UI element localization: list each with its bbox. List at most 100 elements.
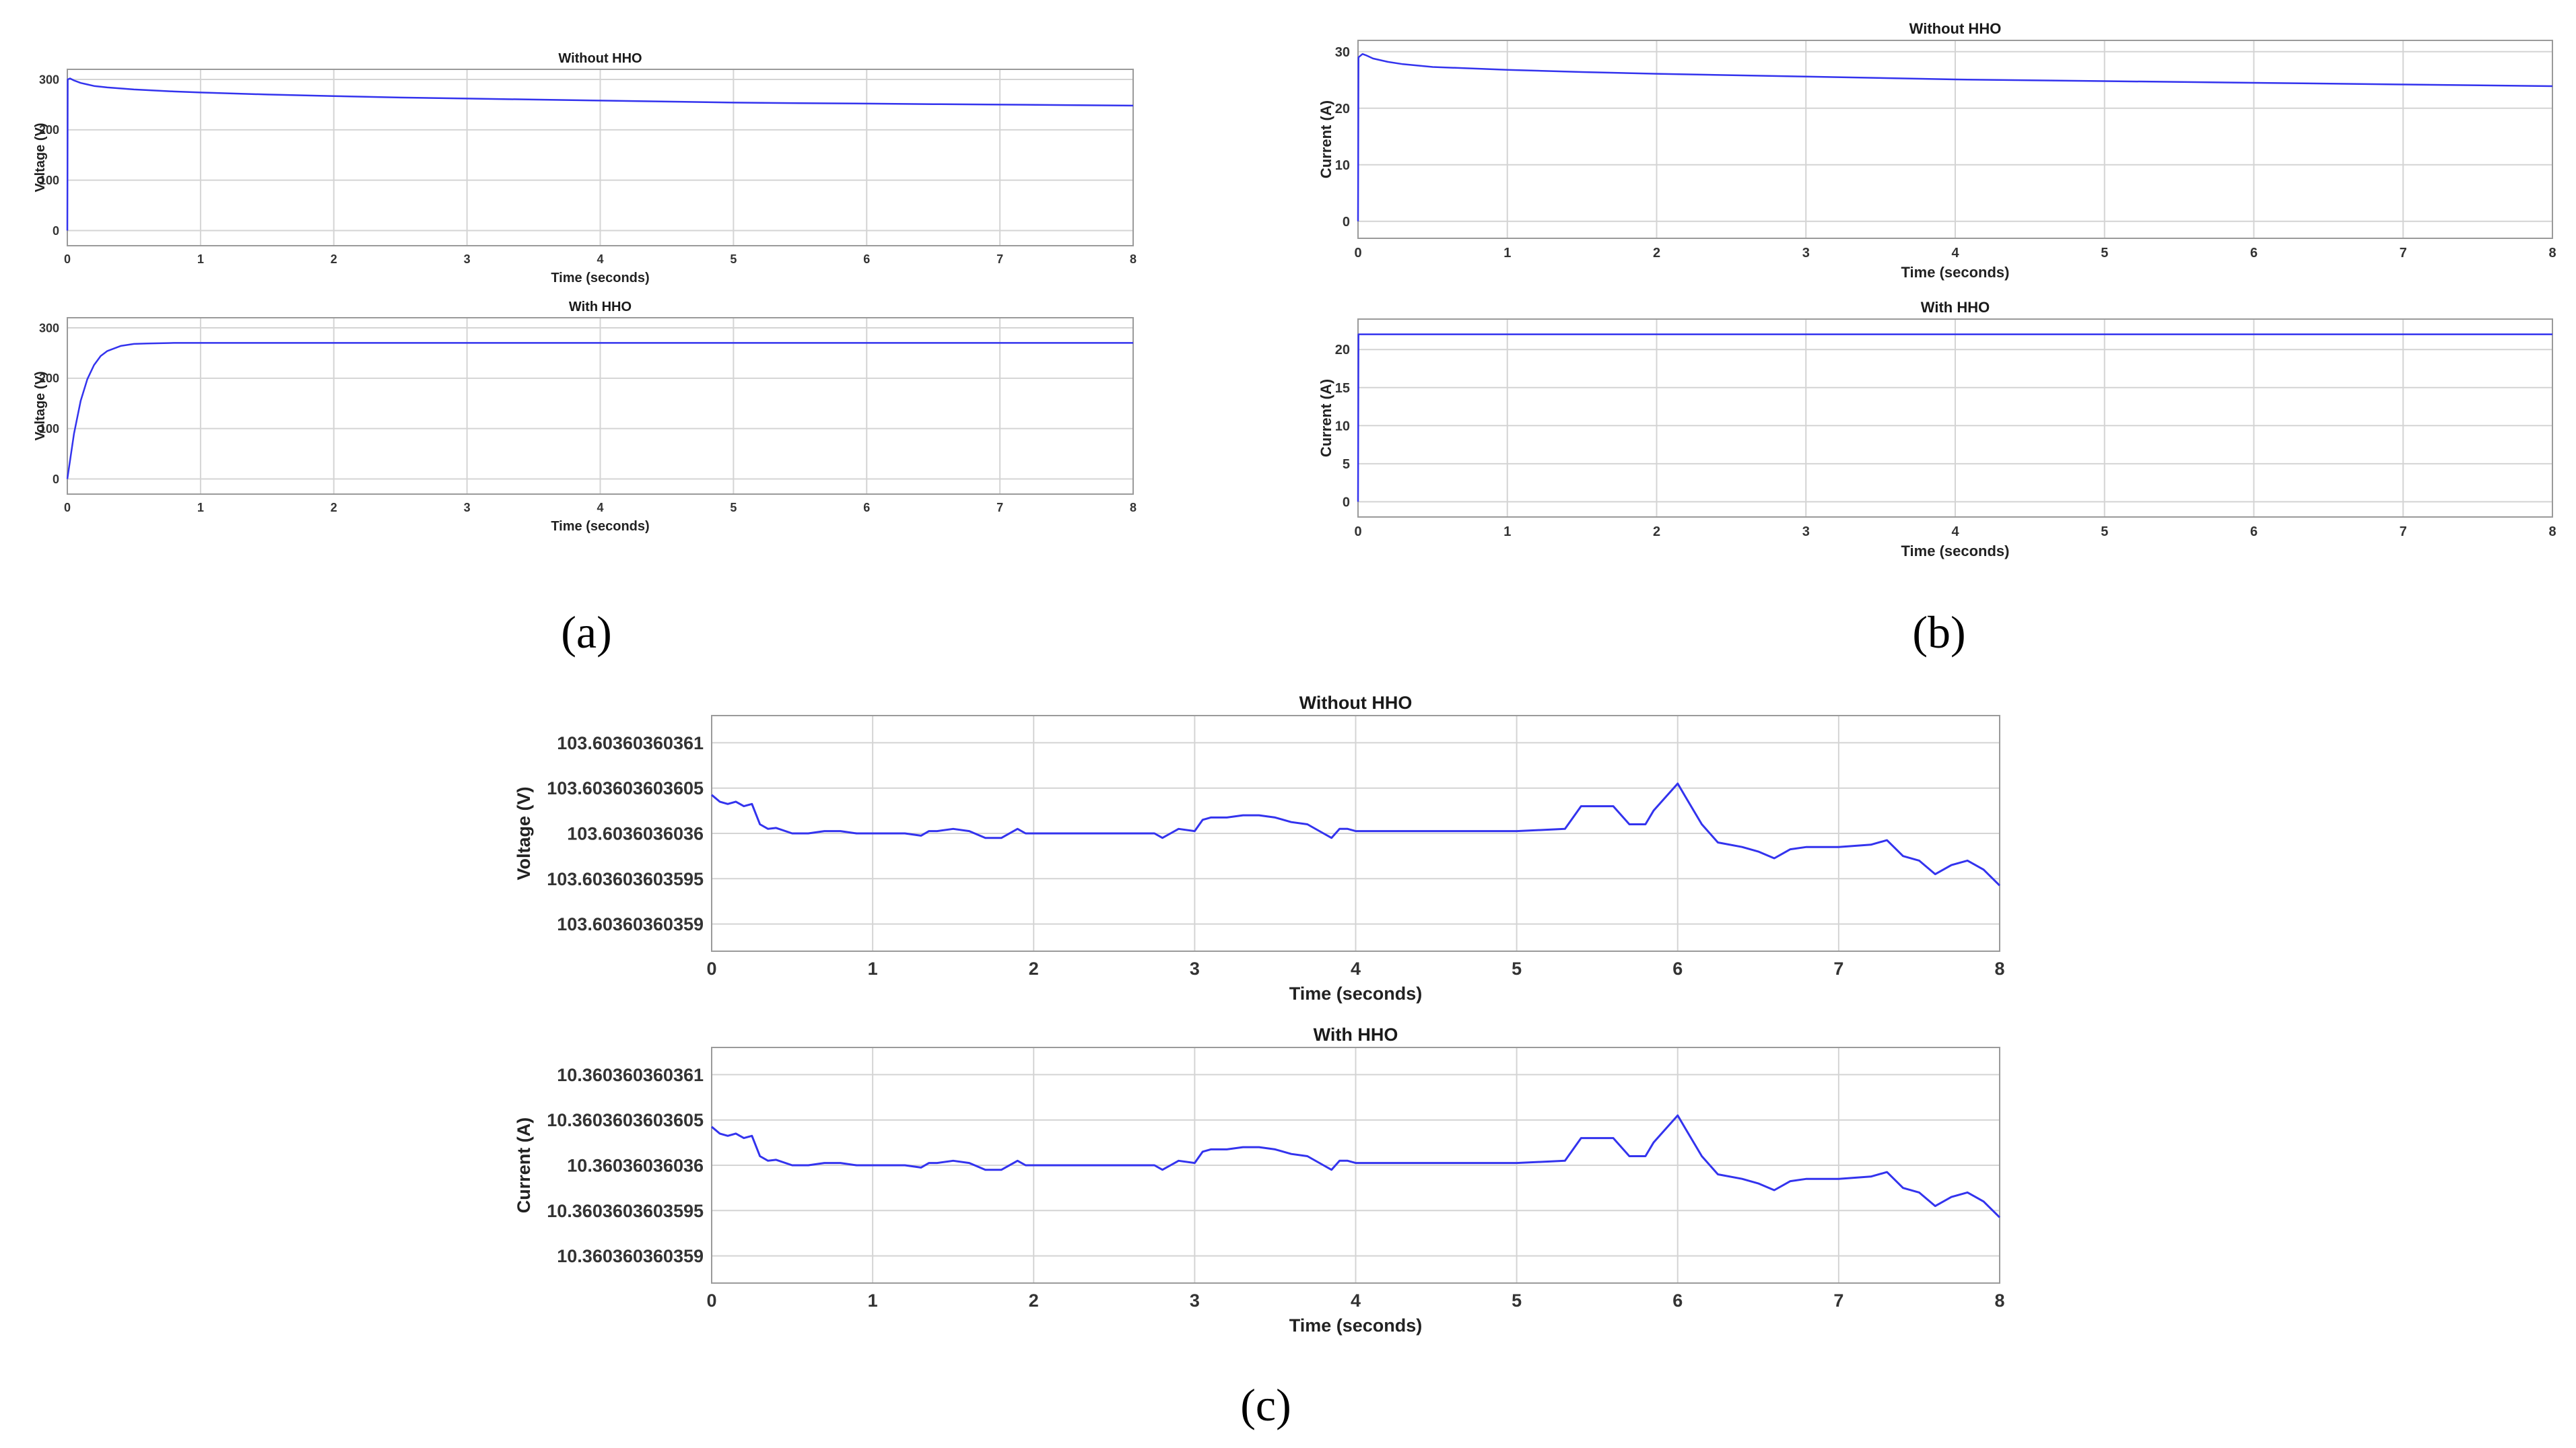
y-tick-label: 200: [39, 372, 59, 385]
y-axis-label: Voltage (V): [33, 123, 48, 193]
caption-b: (b): [1912, 607, 1965, 658]
x-tick-label: 4: [1951, 524, 1959, 539]
x-tick-label: 5: [1512, 1290, 1522, 1311]
plot-a-bottom: 0 1 2 3 4 5 6 7 8 0 100 200 300 With HHO Time (seconds…: [33, 300, 1137, 534]
x-axis-label: Time (seconds): [551, 271, 649, 285]
y-tick-label: 20: [1335, 102, 1350, 116]
x-tick-label: 1: [1503, 246, 1511, 261]
x-tick-label: 2: [1029, 1290, 1039, 1311]
y-tick-label: 103.6036036036: [567, 823, 704, 843]
x-tick-label: 7: [1833, 959, 1843, 979]
x-tick-label: 4: [597, 252, 603, 266]
x-tick-label: 2: [1653, 524, 1660, 539]
y-tick-label: 15: [1335, 381, 1350, 396]
x-tick-label: 8: [1130, 252, 1137, 266]
x-tick-label: 5: [2101, 524, 2108, 539]
x-axis-label: Time (seconds): [1901, 543, 2010, 559]
chart-title: With HHO: [1921, 299, 1990, 316]
x-tick-label: 6: [1672, 959, 1683, 979]
y-tick-label: 0: [1343, 215, 1350, 230]
x-axis-label: Time (seconds): [1289, 1315, 1423, 1336]
x-tick-label: 1: [868, 959, 878, 979]
x-tick-label: 1: [868, 1290, 878, 1311]
series-line: [66, 77, 1134, 231]
x-tick-label: 7: [2400, 524, 2407, 539]
y-tick-label: 10.36036036036: [567, 1155, 704, 1175]
chart-title: With HHO: [1314, 1025, 1398, 1045]
chart-title: Without HHO: [558, 51, 642, 66]
y-tick-label: 0: [53, 224, 59, 238]
y-tick-label: 10: [1335, 419, 1350, 434]
x-tick-label: 7: [1833, 1290, 1843, 1311]
x-tick-label: 6: [2250, 524, 2258, 539]
x-tick-label: 7: [996, 252, 1003, 266]
axes-frame: [711, 1047, 2000, 1284]
y-tick-label: 5: [1343, 457, 1350, 472]
x-tick-label: 1: [197, 252, 204, 266]
chart-title: Without HHO: [1909, 20, 2002, 37]
y-tick-label: 10.3603603603595: [547, 1201, 704, 1221]
x-tick-label: 0: [1354, 246, 1361, 261]
x-tick-label: 4: [1951, 246, 1959, 261]
chart-title: With HHO: [569, 300, 632, 314]
axes-frame: [711, 715, 2000, 952]
x-tick-label: 8: [1994, 1290, 2004, 1311]
x-axis-label: Time (seconds): [1901, 264, 2010, 281]
y-tick-label: 30: [1335, 45, 1350, 60]
axes-frame: [67, 317, 1134, 495]
x-tick-label: 4: [1351, 1290, 1361, 1311]
x-axis-label: Time (seconds): [1289, 984, 1423, 1004]
x-tick-label: 5: [730, 252, 737, 266]
series-line: [1357, 333, 2552, 502]
x-tick-label: 3: [1802, 524, 1810, 539]
y-axis-label: Current (A): [514, 1117, 534, 1214]
x-tick-label: 7: [2400, 246, 2407, 261]
y-tick-label: 103.60360360361: [557, 733, 704, 753]
x-tick-label: 3: [464, 252, 471, 266]
series-line: [66, 342, 1133, 479]
y-tick-label: 300: [39, 321, 59, 335]
y-tick-label: 10.360360360359: [557, 1246, 704, 1266]
x-tick-label: 1: [197, 501, 204, 514]
x-tick-label: 0: [706, 1290, 716, 1311]
x-tick-label: 8: [2548, 524, 2556, 539]
x-tick-label: 4: [597, 501, 603, 514]
x-tick-label: 2: [1653, 246, 1660, 261]
caption-a: (a): [561, 607, 611, 658]
chart-title: Without HHO: [1299, 693, 1413, 713]
y-tick-label: 10.360360360361: [557, 1065, 704, 1085]
plot-c-top: 0 1 2 3 4 5 6 7 8 103.60360360361 103.603603603605…: [514, 693, 2005, 1004]
y-axis-label: Voltage (V): [33, 372, 48, 441]
y-tick-label: 0: [53, 473, 59, 486]
x-tick-label: 6: [2250, 246, 2258, 261]
y-tick-label: 103.60360360359: [557, 914, 704, 934]
y-tick-label: 100: [39, 174, 59, 187]
series-line: [1357, 53, 2553, 221]
x-tick-label: 6: [1672, 1290, 1683, 1311]
y-tick-label: 300: [39, 73, 59, 86]
x-tick-label: 0: [706, 959, 716, 979]
x-tick-label: 3: [1190, 959, 1200, 979]
x-tick-label: 2: [1029, 959, 1039, 979]
y-tick-label: 0: [1343, 495, 1350, 510]
y-tick-label: 20: [1335, 343, 1350, 357]
series-line: [711, 782, 2001, 887]
plot-a-top: 0 1 2 3 4 5 6 7 8 0 100 200 300 Without HHO Time (seco…: [33, 51, 1137, 285]
x-tick-label: 8: [1130, 501, 1137, 514]
x-tick-label: 5: [1512, 959, 1522, 979]
y-axis-label: Voltage (V): [514, 786, 534, 880]
x-tick-label: 2: [331, 501, 337, 514]
x-tick-label: 0: [1354, 524, 1361, 539]
x-tick-label: 7: [996, 501, 1003, 514]
x-tick-label: 8: [1994, 959, 2004, 979]
y-tick-label: 10.3603603603605: [547, 1110, 704, 1130]
x-tick-label: 3: [1190, 1290, 1200, 1311]
x-tick-label: 6: [863, 252, 870, 266]
plot-b-top: 0 1 2 3 4 5 6 7 8 0 10 20 30 Without HHO Time (seconds…: [1318, 20, 2556, 281]
x-tick-label: 3: [464, 501, 471, 514]
x-tick-label: 8: [2548, 246, 2556, 261]
plot-b-bottom: 0 1 2 3 4 5 6 7 8 0 5 10 15 20 With HHO Time (seconds) C…: [1318, 299, 2556, 559]
x-tick-label: 6: [863, 501, 870, 514]
x-tick-label: 2: [331, 252, 337, 266]
